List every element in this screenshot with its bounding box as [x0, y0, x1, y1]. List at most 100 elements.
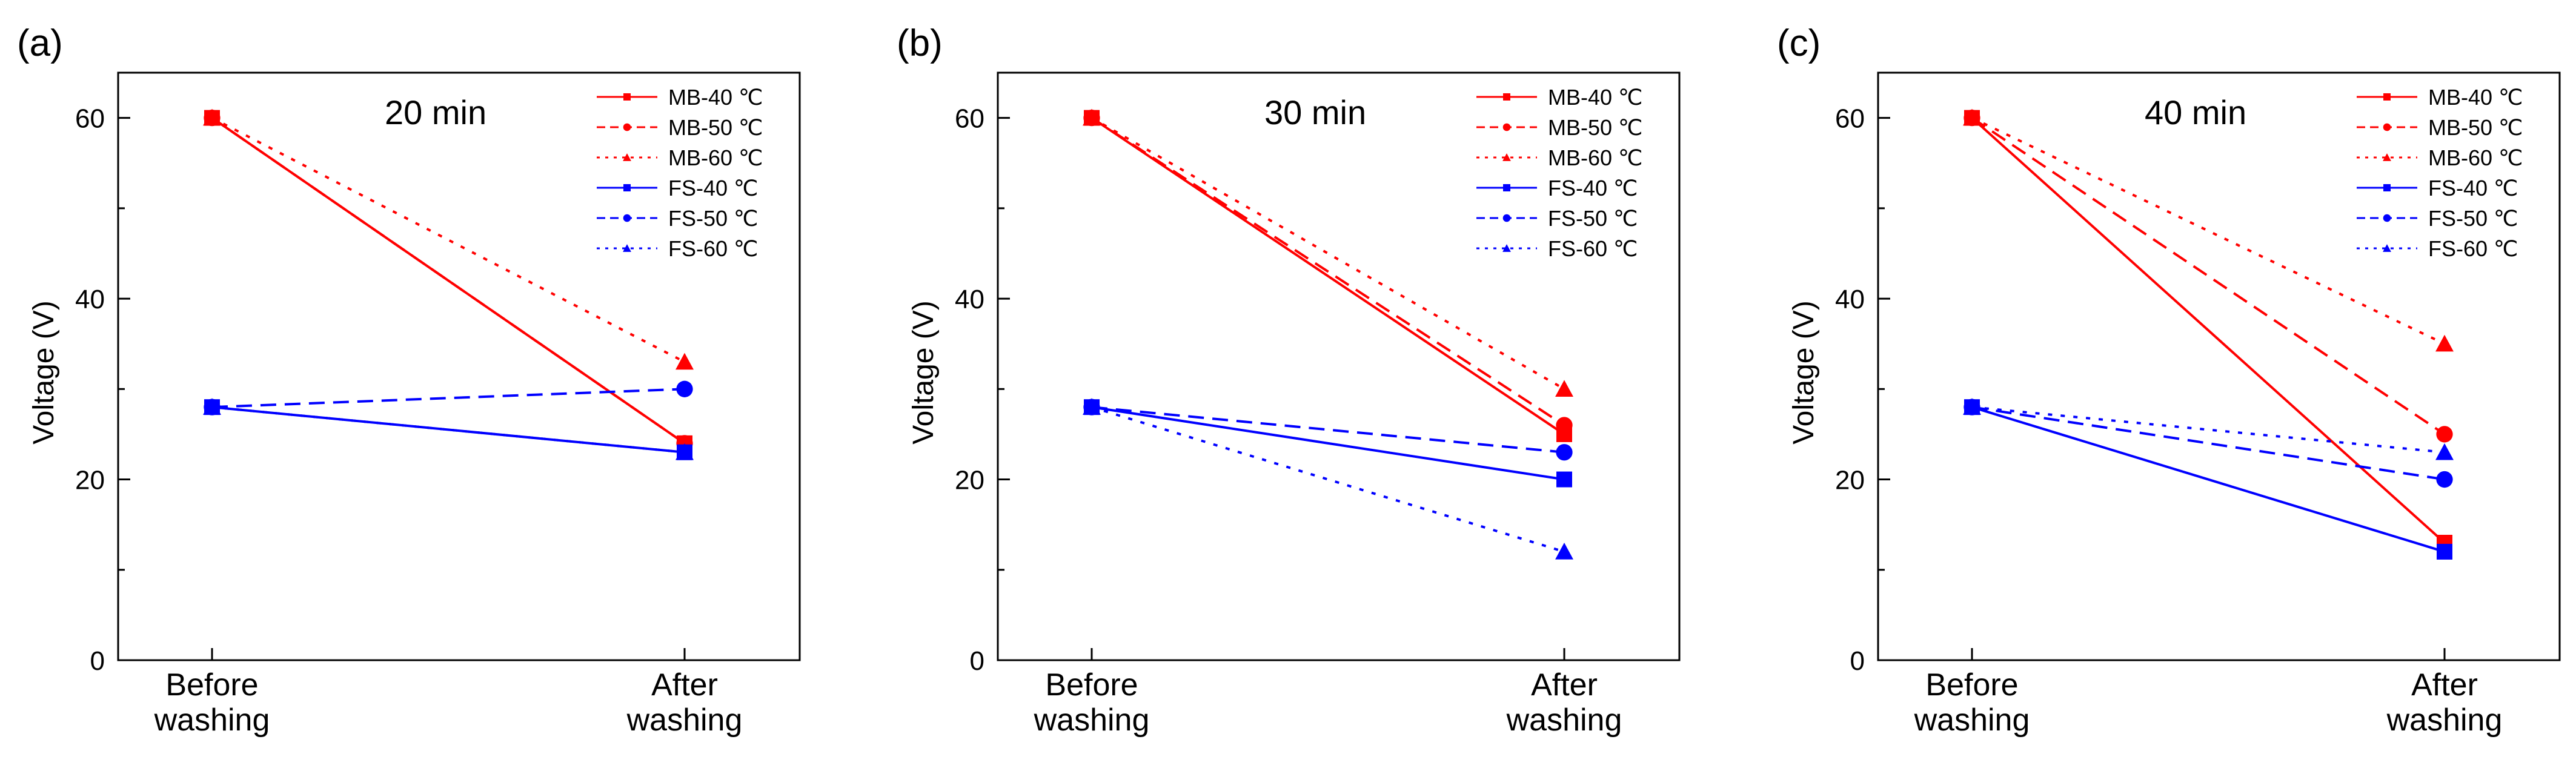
y-tick-label: 60 [75, 104, 105, 134]
legend-label: MB-50 ℃ [2428, 115, 2523, 140]
legend-label: FS-60 ℃ [668, 236, 758, 261]
legend-marker [1502, 153, 1511, 161]
y-tick-label: 0 [1850, 646, 1865, 676]
data-point [1556, 471, 1572, 488]
data-point [676, 380, 693, 397]
legend-label: FS-50 ℃ [2428, 206, 2518, 231]
legend-marker [2383, 184, 2391, 191]
legend-label: FS-40 ℃ [1548, 176, 1638, 200]
x-tick-label: washing [626, 703, 743, 738]
legend-label: MB-40 ℃ [1548, 85, 1642, 110]
legend-label: FS-60 ℃ [2428, 236, 2518, 261]
data-point [1556, 417, 1573, 434]
panel-b: (b) 30 min Voltage (V) Before washing Af… [897, 22, 1681, 738]
series-line [211, 406, 685, 454]
legend-marker [1502, 123, 1511, 131]
legend-marker [2383, 93, 2391, 101]
x-tick-label: Before [1925, 667, 2018, 703]
x-tick-label: Before [165, 667, 258, 703]
legend-marker [623, 184, 631, 191]
x-tick-label: After [1531, 667, 1598, 703]
y-tick-label: 40 [75, 285, 105, 314]
x-tick-label: washing [1506, 703, 1622, 738]
data-point [676, 443, 694, 460]
series-line [1971, 406, 2445, 481]
series-line [1971, 116, 2446, 435]
y-axis-label: Voltage (V) [28, 300, 60, 444]
legend-label: MB-50 ℃ [668, 115, 763, 140]
legend-marker [2383, 123, 2391, 131]
legend-marker [2383, 244, 2391, 252]
y-tick-label: 20 [955, 466, 984, 495]
x-tick-label: After [651, 667, 718, 703]
data-point [1963, 398, 1981, 415]
legend-marker [1502, 214, 1511, 222]
panel-label: (b) [897, 22, 943, 64]
legend-label: MB-40 ℃ [2428, 85, 2523, 110]
series-line [1091, 406, 1565, 454]
legend-label: FS-50 ℃ [1548, 206, 1638, 231]
y-tick-label: 20 [1835, 466, 1865, 495]
x-tick-label: washing [1034, 703, 1150, 738]
x-tick-label: Before [1045, 667, 1138, 703]
legend-label: FS-40 ℃ [668, 176, 758, 200]
y-tick-label: 40 [955, 285, 984, 314]
legend-marker [623, 93, 631, 101]
legend-marker [1503, 184, 1510, 191]
data-point [1963, 108, 1981, 126]
series-line [1090, 116, 1565, 435]
data-point [203, 398, 221, 415]
legend-marker [623, 214, 631, 222]
legend-label: MB-40 ℃ [668, 85, 763, 110]
data-point [1083, 108, 1101, 126]
panel-a: (a) 20 min Voltage (V) Before washing Af… [17, 22, 801, 738]
series-line [1091, 406, 1565, 481]
legend-label: MB-60 ℃ [2428, 145, 2523, 170]
plot-frame [1877, 71, 2561, 661]
legend-marker [2383, 214, 2391, 222]
data-point [676, 353, 694, 370]
legend-label: MB-50 ℃ [1548, 115, 1642, 140]
legend-marker [1502, 244, 1511, 252]
series-line [1971, 406, 2445, 454]
x-tick-label: After [2411, 667, 2478, 703]
series-line [211, 116, 685, 363]
series-line [1971, 406, 2445, 553]
x-tick-label: washing [1914, 703, 2030, 738]
y-axis-label: Voltage (V) [1788, 300, 1820, 444]
data-point [1556, 444, 1573, 461]
legend-marker [2383, 153, 2391, 161]
series-line [1971, 117, 2446, 544]
y-tick-label: 60 [955, 104, 984, 134]
legend-label: FS-60 ℃ [1548, 236, 1638, 261]
data-point [2436, 471, 2453, 488]
data-point [1555, 380, 1573, 397]
legend-label: FS-40 ℃ [2428, 176, 2518, 200]
legend-marker [623, 153, 631, 161]
time-label: 30 min [1264, 93, 1366, 131]
time-label: 40 min [2145, 93, 2246, 131]
legend-marker [1503, 93, 1510, 101]
series-line [211, 406, 685, 454]
panel-label: (c) [1777, 22, 1821, 64]
y-tick-label: 0 [970, 646, 984, 676]
series-line [211, 116, 686, 445]
data-point [1083, 398, 1101, 415]
legend-marker [623, 244, 631, 252]
panel-label: (a) [17, 22, 63, 64]
panel-c: (c) 40 min Voltage (V) Before washing Af… [1777, 22, 2561, 738]
legend-label: MB-60 ℃ [668, 145, 763, 170]
data-point [2437, 543, 2452, 560]
series-line [211, 388, 685, 409]
y-tick-label: 60 [1835, 104, 1865, 134]
y-tick-label: 40 [1835, 285, 1865, 314]
data-point [2435, 443, 2454, 460]
data-point [1555, 542, 1573, 560]
series-line [1090, 116, 1565, 426]
x-tick-label: washing [154, 703, 270, 738]
legend-marker [623, 123, 631, 131]
series-line [1971, 116, 2445, 345]
data-point [203, 108, 221, 126]
y-axis-label: Voltage (V) [908, 300, 940, 444]
